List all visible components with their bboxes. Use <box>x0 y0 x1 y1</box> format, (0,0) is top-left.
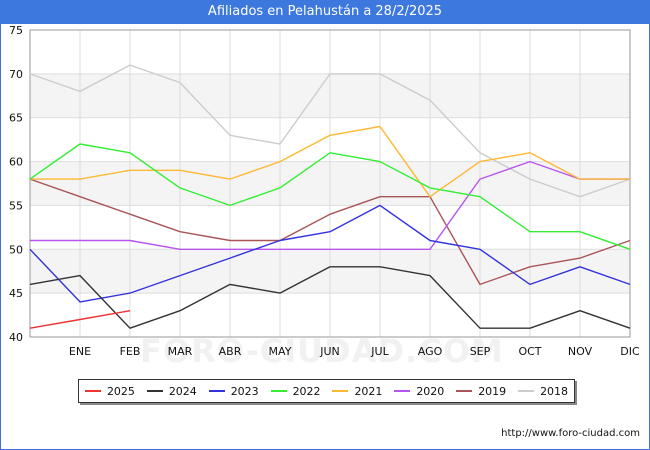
legend-item-2018: 2018 <box>518 385 568 398</box>
legend-item-2020: 2020 <box>394 385 444 398</box>
legend-swatch <box>208 390 225 392</box>
y-tick-label: 75 <box>9 24 23 37</box>
legend-swatch <box>394 390 411 392</box>
y-tick-label: 70 <box>9 68 23 81</box>
legend-label: 2019 <box>478 384 507 398</box>
x-tick-label: MAR <box>168 345 193 358</box>
y-tick-label: 60 <box>9 156 23 169</box>
legend-swatch <box>518 390 535 392</box>
legend-item-2021: 2021 <box>332 385 382 398</box>
legend-item-2023: 2023 <box>208 384 259 398</box>
legend-label: 2020 <box>416 384 445 398</box>
y-tick-label: 40 <box>9 331 23 344</box>
watermark: FORO-CIUDAD.COM <box>140 332 504 370</box>
legend-label: 2024 <box>168 384 197 398</box>
y-tick-label: 45 <box>9 287 23 300</box>
x-tick-label: AGO <box>418 345 443 358</box>
series-line-2021 <box>30 125 630 198</box>
legend-label: 2022 <box>292 384 321 398</box>
legend-item-2019: 2019 <box>456 385 506 398</box>
legend-swatch <box>456 390 473 392</box>
legend-swatch <box>146 390 163 392</box>
legend-item-2025: 2025 <box>84 384 135 398</box>
series-line-2023 <box>29 204 631 303</box>
legend-swatch <box>84 390 101 392</box>
x-tick-label: NOV <box>568 345 593 358</box>
series-line-2024 <box>29 266 631 329</box>
legend-swatch <box>332 390 349 392</box>
x-tick-label: DIC <box>620 345 640 358</box>
series-line-2019 <box>29 178 631 286</box>
legend-label: 2023 <box>230 384 259 398</box>
legend-label: 2018 <box>540 384 569 398</box>
legend-item-2022: 2022 <box>270 384 321 398</box>
x-tick-label: MAY <box>269 345 292 358</box>
x-tick-label: JUN <box>319 345 340 358</box>
series-line-2025 <box>29 310 131 329</box>
legend: 2025 2024 2023 2022 2021 2020 2019 2018 <box>78 379 575 403</box>
source-url[interactable]: http://www.foro-ciudad.com <box>501 428 640 439</box>
series-line-2022 <box>29 143 631 250</box>
x-tick-label: ABR <box>219 345 242 358</box>
chart-title: Afiliados en Pelahustán a 28/2/2025 <box>0 0 650 24</box>
x-tick-label: FEB <box>120 345 141 358</box>
legend-item-2024: 2024 <box>146 384 197 398</box>
legend-label: 2025 <box>106 384 135 398</box>
legend-label: 2021 <box>354 384 383 398</box>
series-line-2018 <box>29 64 631 198</box>
legend-swatch <box>270 390 287 392</box>
x-tick-label: JUL <box>370 345 389 358</box>
x-tick-label: OCT <box>518 345 541 358</box>
x-tick-label: ENE <box>69 345 91 358</box>
y-tick-label: 65 <box>9 112 23 125</box>
plot-border <box>29 29 631 338</box>
y-tick-label: 50 <box>9 243 23 256</box>
y-tick-label: 55 <box>9 199 23 212</box>
series-line-2020 <box>30 160 630 251</box>
x-tick-label: SEP <box>470 345 491 358</box>
